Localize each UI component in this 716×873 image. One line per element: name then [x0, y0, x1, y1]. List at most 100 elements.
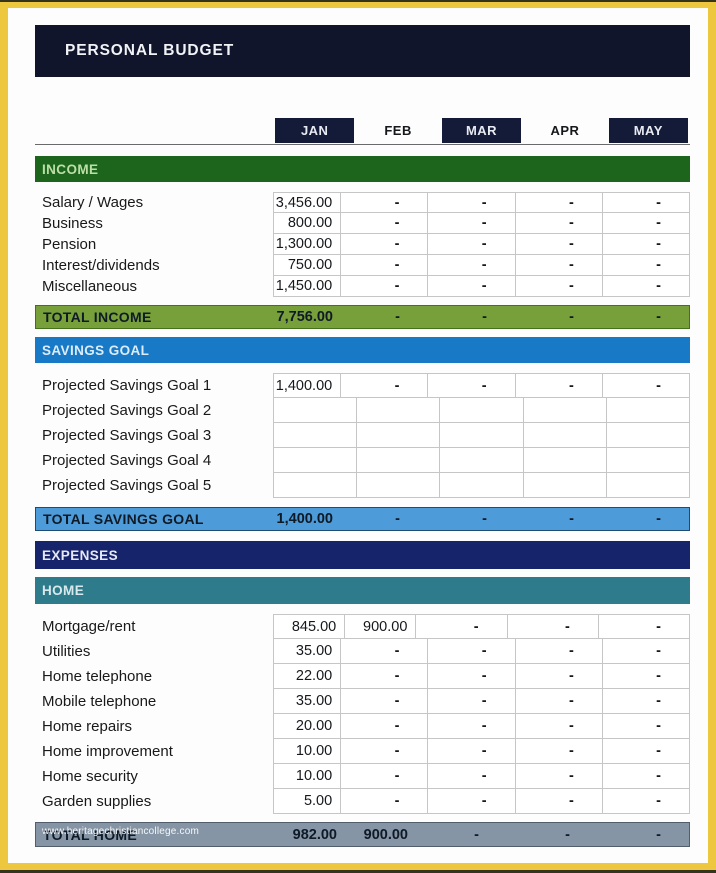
- cell-may[interactable]: -: [602, 664, 691, 689]
- cell-apr[interactable]: -: [515, 714, 603, 739]
- cell-mar[interactable]: -: [428, 255, 516, 276]
- month-tab[interactable]: APR: [550, 123, 580, 138]
- month-tab[interactable]: MAR: [441, 118, 522, 143]
- cell-may[interactable]: -: [602, 234, 691, 255]
- cell-feb[interactable]: -: [341, 739, 429, 764]
- cell-mar[interactable]: -: [428, 689, 516, 714]
- cell-feb[interactable]: -: [341, 255, 429, 276]
- cell-may[interactable]: -: [602, 192, 691, 213]
- cell-apr[interactable]: -: [507, 614, 599, 639]
- cell-feb[interactable]: [357, 398, 441, 423]
- cell-mar[interactable]: [440, 398, 524, 423]
- cell-mar[interactable]: -: [428, 739, 516, 764]
- cell-may[interactable]: -: [598, 614, 691, 639]
- cell-mar[interactable]: [440, 448, 524, 473]
- cell-apr[interactable]: -: [515, 373, 603, 398]
- cell-apr[interactable]: -: [515, 255, 603, 276]
- cell-jan[interactable]: 845.00: [273, 614, 346, 639]
- cell-apr[interactable]: [523, 448, 607, 473]
- cell-jan[interactable]: 35.00: [273, 689, 342, 714]
- cell-feb[interactable]: -: [341, 276, 429, 297]
- cell-jan[interactable]: [273, 448, 358, 473]
- cell-jan[interactable]: 1,400.00: [273, 373, 342, 398]
- cell-mar[interactable]: [440, 423, 524, 448]
- cell-jan[interactable]: 10.00: [273, 764, 342, 789]
- cell-jan[interactable]: 750.00: [273, 255, 342, 276]
- cell-may[interactable]: [606, 448, 691, 473]
- cell-jan[interactable]: 22.00: [273, 664, 342, 689]
- cell-apr[interactable]: -: [515, 689, 603, 714]
- cell-feb[interactable]: -: [341, 373, 429, 398]
- cell-feb[interactable]: -: [341, 714, 429, 739]
- cell-mar[interactable]: -: [416, 614, 508, 639]
- home-total-mar: -: [474, 826, 479, 843]
- cell-feb[interactable]: [357, 423, 441, 448]
- cell-feb[interactable]: -: [341, 234, 429, 255]
- cell-jan[interactable]: 800.00: [273, 213, 342, 234]
- month-tab[interactable]: JAN: [275, 118, 355, 143]
- cell-jan[interactable]: 10.00: [273, 739, 342, 764]
- cell-feb[interactable]: [357, 448, 441, 473]
- cell-mar[interactable]: -: [428, 639, 516, 664]
- cell-apr[interactable]: [523, 473, 607, 498]
- cell-apr[interactable]: [523, 398, 607, 423]
- cell-feb[interactable]: [357, 473, 441, 498]
- cell-may[interactable]: -: [602, 739, 691, 764]
- cell-apr[interactable]: [523, 423, 607, 448]
- cell-may[interactable]: -: [602, 639, 691, 664]
- cell-feb[interactable]: -: [341, 789, 429, 814]
- cell-mar[interactable]: -: [428, 764, 516, 789]
- cell-jan[interactable]: 1,450.00: [273, 276, 342, 297]
- cell-feb[interactable]: -: [341, 639, 429, 664]
- cell-apr[interactable]: -: [515, 213, 603, 234]
- savings-total-feb: -: [395, 511, 400, 527]
- cell-jan[interactable]: 35.00: [273, 639, 342, 664]
- cell-may[interactable]: [606, 473, 691, 498]
- cell-feb[interactable]: 900.00: [345, 614, 417, 639]
- cell-apr[interactable]: -: [515, 639, 603, 664]
- cell-apr[interactable]: -: [515, 276, 603, 297]
- cell-jan[interactable]: 3,456.00: [273, 192, 342, 213]
- cell-jan[interactable]: 1,300.00: [273, 234, 342, 255]
- cell-mar[interactable]: [440, 473, 524, 498]
- cell-apr[interactable]: -: [515, 234, 603, 255]
- cell-may[interactable]: -: [602, 373, 691, 398]
- cell-may[interactable]: -: [602, 789, 691, 814]
- budget-sheet: PERSONAL BUDGET JAN FEB MAR APR MAY: [8, 25, 708, 847]
- cell-apr[interactable]: -: [515, 192, 603, 213]
- cell-apr[interactable]: -: [515, 764, 603, 789]
- cell-jan[interactable]: [273, 473, 358, 498]
- savings-total-label: TOTAL SAVINGS GOAL: [43, 511, 204, 527]
- cell-mar[interactable]: -: [428, 373, 516, 398]
- cell-jan[interactable]: 20.00: [273, 714, 342, 739]
- cell-feb[interactable]: -: [341, 689, 429, 714]
- cell-mar[interactable]: -: [428, 192, 516, 213]
- cell-mar[interactable]: -: [428, 714, 516, 739]
- cell-feb[interactable]: -: [341, 213, 429, 234]
- cell-apr[interactable]: -: [515, 739, 603, 764]
- cell-mar[interactable]: -: [428, 213, 516, 234]
- cell-feb[interactable]: -: [341, 664, 429, 689]
- cell-may[interactable]: [606, 398, 691, 423]
- cell-mar[interactable]: -: [428, 789, 516, 814]
- cell-may[interactable]: -: [602, 255, 691, 276]
- month-tab[interactable]: MAY: [608, 118, 689, 143]
- cell-may[interactable]: -: [602, 714, 691, 739]
- cell-apr[interactable]: -: [515, 664, 603, 689]
- cell-may[interactable]: -: [602, 276, 691, 297]
- month-tab[interactable]: FEB: [384, 123, 412, 138]
- cell-may[interactable]: -: [602, 213, 691, 234]
- cell-may[interactable]: [606, 423, 691, 448]
- cell-may[interactable]: -: [602, 689, 691, 714]
- cell-feb[interactable]: -: [341, 192, 429, 213]
- cell-jan[interactable]: [273, 423, 358, 448]
- cell-mar[interactable]: -: [428, 276, 516, 297]
- cell-may[interactable]: -: [602, 764, 691, 789]
- cell-apr[interactable]: -: [515, 789, 603, 814]
- cell-mar[interactable]: -: [428, 234, 516, 255]
- cell-mar[interactable]: -: [428, 664, 516, 689]
- row-label: Utilities: [42, 643, 91, 660]
- cell-jan[interactable]: 5.00: [273, 789, 342, 814]
- cell-feb[interactable]: -: [341, 764, 429, 789]
- cell-jan[interactable]: [273, 398, 358, 423]
